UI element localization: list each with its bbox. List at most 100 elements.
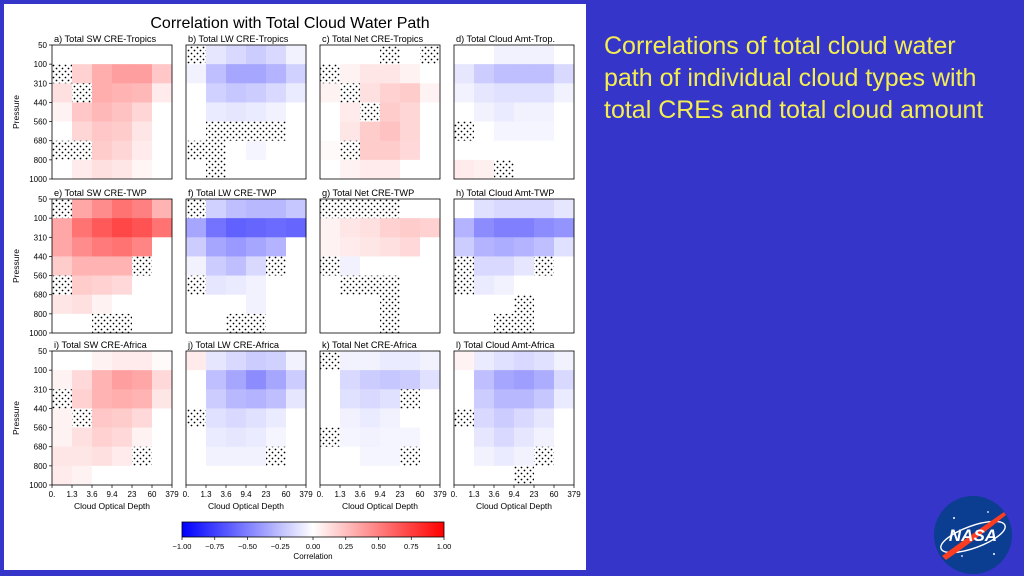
panel-10: k) Total Net CRE-Africa 0. 1.3 3.6 9.4 23 60 37… <box>317 340 448 511</box>
significance-stipple <box>266 121 286 141</box>
heat-cell <box>72 218 93 238</box>
significance-stipple <box>186 199 206 219</box>
heat-cell <box>112 275 133 296</box>
heat-cell <box>152 64 173 84</box>
significance-stipple <box>246 121 266 141</box>
y-tick-label: 50 <box>38 347 47 356</box>
heat-cell <box>340 64 361 84</box>
significance-stipple <box>206 140 226 160</box>
heat-cell <box>72 427 93 448</box>
heat-cell <box>246 465 267 486</box>
heat-cell <box>132 408 153 428</box>
heat-cell <box>246 256 267 276</box>
heat-cell <box>554 351 575 371</box>
heat-cell <box>514 64 535 84</box>
heat-cell <box>340 351 361 371</box>
heat-cell <box>454 446 475 467</box>
heat-cell <box>206 408 227 428</box>
heat-cell <box>52 465 73 486</box>
significance-stipple <box>340 275 360 295</box>
x-tick-label: 1.3 <box>334 490 346 499</box>
heat-cell <box>494 275 515 296</box>
heat-cell <box>52 237 73 257</box>
heat-cell <box>474 351 495 371</box>
significance-stipple <box>514 294 534 314</box>
heat-cell <box>286 408 307 428</box>
significance-stipple <box>514 313 534 333</box>
significance-stipple <box>226 313 246 333</box>
heat-cell <box>400 159 421 180</box>
colorbar-tick-label: −0.25 <box>271 542 290 551</box>
panels-layer: a) Total SW CRE-Tropics 50 100 310 440 560 680… <box>11 34 581 511</box>
heat-cell <box>246 446 267 467</box>
panel-frame <box>51 198 173 334</box>
heat-cell <box>514 199 535 219</box>
heat-cell <box>52 256 73 276</box>
heat-cell <box>286 102 307 122</box>
heat-cell <box>92 427 113 448</box>
colorbar-label: Correlation <box>293 552 332 561</box>
heat-cell <box>52 313 73 334</box>
heat-cell <box>320 446 341 467</box>
y-tick-label: 680 <box>34 137 48 146</box>
significance-stipple <box>454 121 474 141</box>
heat-cell <box>400 218 421 238</box>
heat-cell <box>112 351 133 371</box>
heat-cell <box>92 237 113 257</box>
significance-stipple <box>380 313 400 333</box>
x-tick-label: 0. <box>183 490 190 499</box>
heat-cell <box>380 408 401 428</box>
heat-cell <box>266 140 287 161</box>
significance-stipple <box>400 446 420 466</box>
heat-cell <box>132 389 153 409</box>
y-tick-label: 310 <box>34 385 48 394</box>
heat-cell <box>152 465 173 486</box>
heat-cell <box>226 159 247 180</box>
heat-cell <box>186 237 207 257</box>
heat-cell <box>474 256 495 276</box>
heat-cell <box>286 83 307 103</box>
x-tick-label: 0. <box>317 490 324 499</box>
heat-cell <box>92 102 113 122</box>
heat-cell <box>266 465 287 486</box>
heat-cell <box>72 121 93 142</box>
heat-cell <box>186 427 207 448</box>
heat-cell <box>534 389 555 409</box>
x-tick-label: 9.4 <box>106 490 118 499</box>
heat-cell <box>340 121 361 142</box>
heat-cell <box>112 121 133 142</box>
heat-cell <box>206 370 227 390</box>
heat-cell <box>474 121 495 142</box>
heat-cell <box>420 294 441 315</box>
heat-cell <box>554 237 575 257</box>
heat-cell <box>266 408 287 428</box>
heat-cell <box>474 294 495 315</box>
significance-stipple <box>206 121 226 141</box>
y-tick-label: 800 <box>34 156 48 165</box>
heat-cell <box>534 199 555 219</box>
heat-cell <box>152 102 173 122</box>
heat-cell <box>112 83 133 103</box>
heat-cell <box>400 102 421 122</box>
heat-cell <box>454 294 475 315</box>
heat-cell <box>72 199 93 219</box>
heat-cell <box>454 313 475 334</box>
heat-cell <box>514 389 535 409</box>
heat-cell <box>206 83 227 103</box>
heat-cell <box>186 159 207 180</box>
colorbar: −1.00 −0.75 −0.50 −0.25 0.00 0.25 0.50 0.75 1.00… <box>173 521 451 561</box>
heat-cell <box>400 294 421 315</box>
heat-cell <box>286 237 307 257</box>
heat-cell <box>246 237 267 257</box>
heat-cell <box>420 446 441 467</box>
heat-cell <box>474 389 495 409</box>
heat-cell <box>246 159 267 180</box>
x-tick-label: 379 <box>433 490 447 499</box>
colorbar-tick-label: 0.00 <box>306 542 321 551</box>
heat-cell <box>152 83 173 103</box>
heat-cell <box>246 83 267 103</box>
heat-cell <box>420 256 441 276</box>
heat-cell <box>380 140 401 161</box>
heat-cell <box>72 256 93 276</box>
heat-cell <box>474 45 495 65</box>
